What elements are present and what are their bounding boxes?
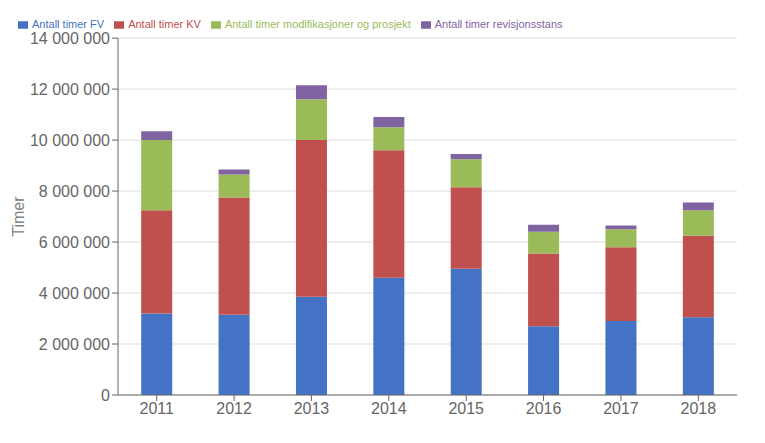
- html-text:Antall timer FV: Antall timer FV: [32, 18, 105, 30]
- svg-text:10 000 000: 10 000 000: [30, 132, 110, 149]
- svg-text:4 000 000: 4 000 000: [39, 285, 110, 302]
- svg-text:2014: 2014: [371, 400, 407, 417]
- svg-text:2017: 2017: [603, 400, 639, 417]
- svg-text:2016: 2016: [526, 400, 562, 417]
- svg-text:2011: 2011: [139, 400, 174, 417]
- html-text:Antall timer modifikasjoner og: Antall timer modifikasjoner og prosjekt: [224, 18, 411, 30]
- svg-text:2012: 2012: [216, 400, 252, 417]
- svg-text:12 000 000: 12 000 000: [30, 81, 110, 98]
- svg-text:2018: 2018: [681, 400, 717, 417]
- svg-text:14 000 000: 14 000 000: [30, 30, 110, 47]
- svg-text:6 000 000: 6 000 000: [39, 234, 110, 251]
- svg-text:2 000 000: 2 000 000: [39, 336, 110, 353]
- html-text:Antall timer revisjonsstans: Antall timer revisjonsstans: [434, 18, 563, 30]
- svg-text:2013: 2013: [294, 400, 330, 417]
- html-text:Antall timer KV: Antall timer KV: [128, 18, 201, 30]
- svg-text:8 000 000: 8 000 000: [39, 183, 110, 200]
- svg-text:0: 0: [101, 387, 110, 404]
- svg-text:Timer: Timer: [10, 196, 27, 237]
- svg-text:2015: 2015: [448, 400, 484, 417]
